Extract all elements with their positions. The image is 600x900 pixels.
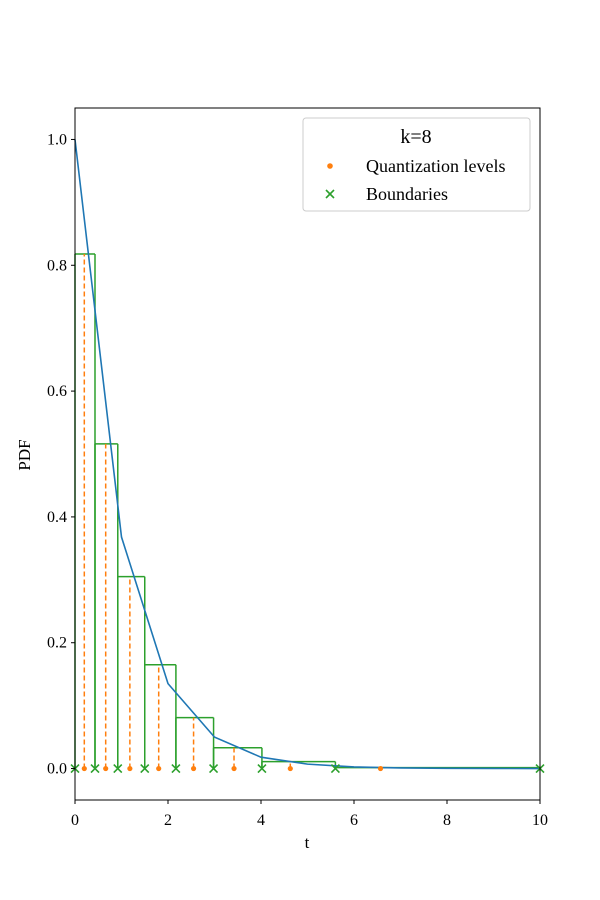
- boundary-cross-b-5: [209, 763, 219, 774]
- boundary-point-4: [171, 763, 181, 774]
- boundary-cross-b-1: [90, 763, 100, 774]
- y-axis-ticks: 0.0 0.2 0.4 0.6 0.8 1.0: [47, 131, 75, 778]
- y-tick-label-1: 0.2: [47, 635, 67, 652]
- boundary-cross-b-2: [113, 763, 123, 774]
- legend: k=8 Quantization levels Boundaries: [302, 117, 531, 212]
- quantization-level-point-3: [156, 765, 162, 772]
- legend-cross-b: [325, 189, 335, 199]
- legend-quantization-marker: [327, 163, 333, 169]
- boundary-cross-b-4: [171, 763, 181, 774]
- y-axis-label: PDF: [15, 439, 34, 470]
- y-tick-label-4: 0.8: [47, 257, 67, 274]
- legend-boundaries-marker: [325, 189, 335, 199]
- quantization-level-point-0: [81, 765, 87, 772]
- boundary-point-3: [140, 763, 150, 774]
- pdf-curve-layer: [74, 139, 541, 770]
- plot-frame: [74, 107, 541, 801]
- quantization-stems: [83, 253, 382, 769]
- boundary-cross-b-3: [140, 763, 150, 774]
- y-tick-label-3: 0.6: [47, 383, 67, 400]
- x-tick-label-2: 4: [257, 812, 265, 829]
- boundary-point-7: [330, 763, 340, 774]
- y-tick-label-5: 1.0: [47, 131, 67, 148]
- y-tick-label-0: 0.0: [47, 761, 67, 778]
- quantization-level-point-7: [377, 765, 384, 772]
- plot-area: [75, 108, 540, 800]
- x-tick-label-5: 10: [532, 812, 548, 829]
- boundary-point-2: [113, 763, 123, 774]
- legend-quantization-label: Quantization levels: [366, 156, 505, 176]
- pdf-curve: [74, 139, 541, 770]
- x-tick-label-0: 0: [71, 812, 79, 829]
- boundary-point-1: [90, 763, 100, 774]
- legend-box: [302, 117, 531, 212]
- quantization-level-point-6: [287, 765, 293, 772]
- x-tick-label-4: 8: [443, 812, 451, 829]
- x-axis-ticks: 0 2 4 6 8 10: [71, 800, 548, 829]
- x-axis-label: t: [305, 833, 310, 852]
- boundary-cross-b-7: [330, 763, 340, 774]
- markers: [70, 763, 545, 774]
- boundary-cross-b-6: [257, 763, 267, 774]
- x-tick-label-3: 6: [350, 812, 358, 829]
- legend-boundaries-label: Boundaries: [366, 184, 448, 204]
- boundary-point-5: [209, 763, 219, 774]
- quantization-level-point-1: [103, 765, 109, 772]
- quantization-level-point-2: [127, 765, 133, 772]
- x-tick-label-1: 2: [164, 812, 172, 829]
- quantization-level-point-5: [231, 765, 237, 772]
- quantization-level-point-4: [190, 765, 197, 772]
- boundary-point-6: [257, 763, 267, 774]
- y-tick-label-2: 0.4: [47, 509, 67, 526]
- legend-title: k=8: [400, 126, 431, 148]
